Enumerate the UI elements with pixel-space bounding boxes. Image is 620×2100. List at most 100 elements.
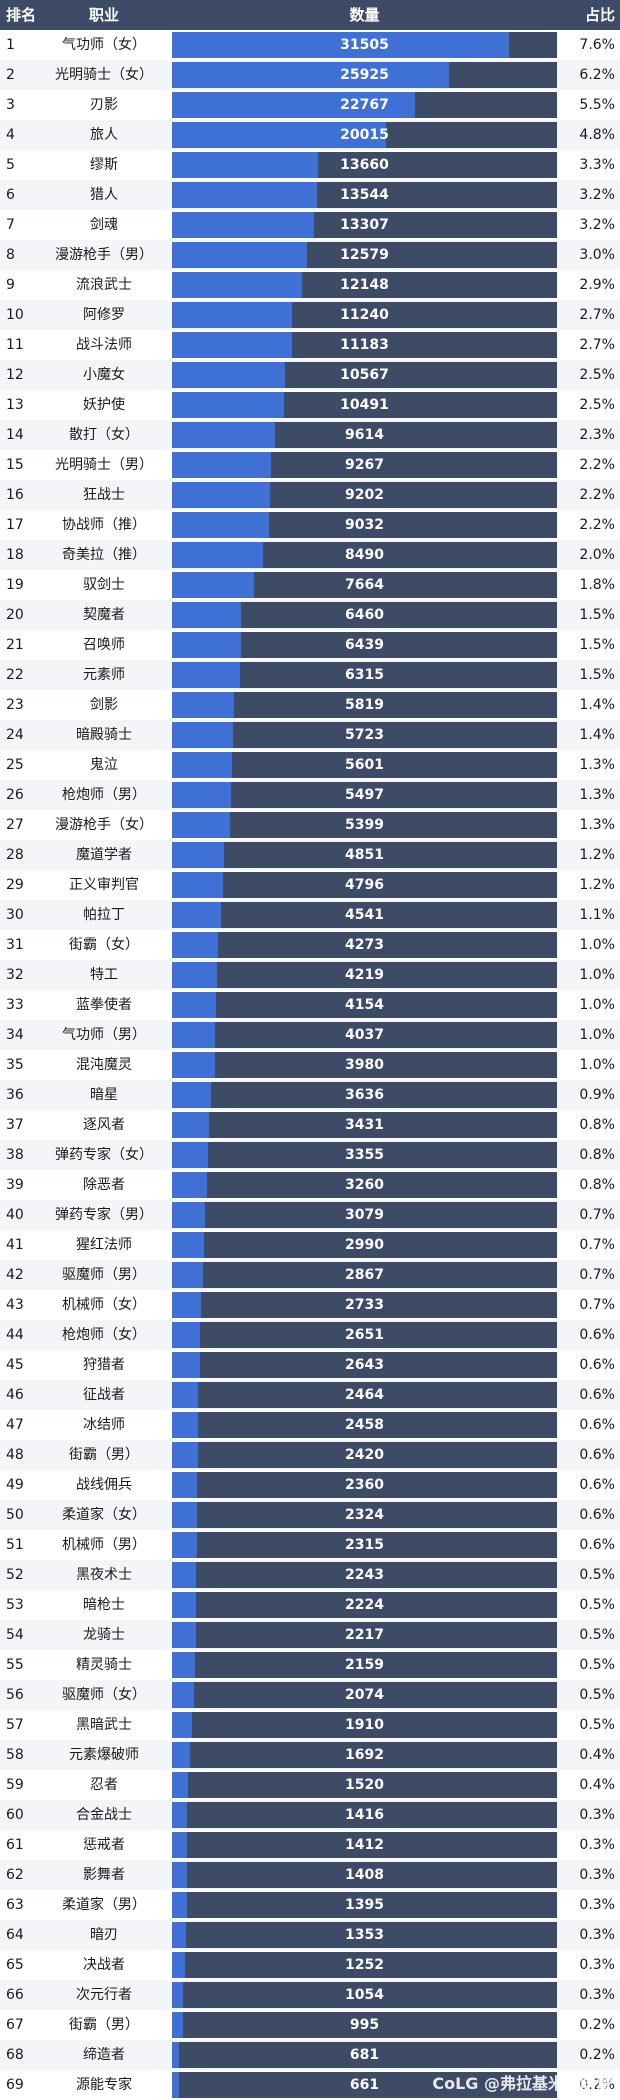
- bar-track: 4541: [172, 902, 557, 928]
- category-label: 剑魂: [90, 217, 118, 233]
- watermark: CoLG @弗拉基米尔同意: [432, 2074, 612, 2093]
- value-label: 22767: [340, 97, 389, 113]
- value-label: 2074: [345, 1687, 384, 1703]
- chart-row: 28 魔道学者 4851 1.2%: [0, 840, 620, 870]
- chart-row: 24 暗殿骑士 5723 1.4%: [0, 720, 620, 750]
- category-label: 缪斯: [90, 157, 118, 173]
- category-label: 妖护使: [83, 397, 125, 413]
- value-label: 3355: [345, 1147, 384, 1163]
- chart-row: 45 狩猎者 2643 0.6%: [0, 1350, 620, 1380]
- category-label: 暗星: [90, 1087, 118, 1103]
- chart-row: 36 暗星 3636 0.9%: [0, 1080, 620, 1110]
- chart-row: 58 元素爆破师 1692 0.4%: [0, 1740, 620, 1770]
- chart-row: 2 光明骑士（女） 25925 6.2%: [0, 60, 620, 90]
- bar: [172, 1202, 205, 1228]
- bar-track: 2074: [172, 1682, 557, 1708]
- chart-row: 17 协战师（推） 9032 2.2%: [0, 510, 620, 540]
- rank-label: 65: [6, 1957, 24, 1973]
- share-label: 5.5%: [579, 97, 615, 113]
- bar: [172, 1802, 187, 1828]
- bar-track: 3079: [172, 1202, 557, 1228]
- share-label: 2.5%: [579, 397, 615, 413]
- bar-track: 2159: [172, 1652, 557, 1678]
- rank-label: 15: [6, 457, 24, 473]
- share-label: 1.0%: [579, 997, 615, 1013]
- bar-track: 6315: [172, 662, 557, 688]
- value-label: 7664: [345, 577, 384, 593]
- bar: [172, 1082, 211, 1108]
- bar: [172, 1472, 197, 1498]
- category-label: 合金战士: [76, 1807, 132, 1823]
- rank-label: 54: [6, 1627, 24, 1643]
- share-label: 1.3%: [579, 787, 615, 803]
- rank-label: 42: [6, 1267, 24, 1283]
- bar-track: 1416: [172, 1802, 557, 1828]
- share-label: 2.2%: [579, 457, 615, 473]
- value-label: 1520: [345, 1777, 384, 1793]
- bar: [172, 1592, 196, 1618]
- bar-track: 4796: [172, 872, 557, 898]
- value-label: 5819: [345, 697, 384, 713]
- value-label: 2243: [345, 1567, 384, 1583]
- category-label: 枪炮师（男）: [62, 787, 146, 803]
- chart-row: 42 驱魔师（男） 2867 0.7%: [0, 1260, 620, 1290]
- share-label: 1.0%: [579, 1027, 615, 1043]
- rank-label: 60: [6, 1807, 24, 1823]
- rank-label: 28: [6, 847, 24, 863]
- rank-label: 35: [6, 1057, 24, 1073]
- share-label: 2.0%: [579, 547, 615, 563]
- bar-track: 9267: [172, 452, 557, 478]
- bar-track: 11183: [172, 332, 557, 358]
- bar: [172, 2012, 183, 2038]
- chart-row: 40 弹药专家（男） 3079 0.7%: [0, 1200, 620, 1230]
- bar: [172, 2042, 179, 2068]
- value-label: 2324: [345, 1507, 384, 1523]
- category-label: 剑影: [90, 697, 118, 713]
- share-label: 6.2%: [579, 67, 615, 83]
- bar: [172, 572, 254, 598]
- value-label: 4541: [345, 907, 384, 923]
- chart-row: 5 缪斯 13660 3.3%: [0, 150, 620, 180]
- bar: [172, 1832, 187, 1858]
- category-label: 龙骑士: [83, 1627, 125, 1643]
- chart-row: 33 蓝拳使者 4154 1.0%: [0, 990, 620, 1020]
- rank-label: 12: [6, 367, 24, 383]
- chart-row: 27 漫游枪手（女） 5399 1.3%: [0, 810, 620, 840]
- share-label: 0.6%: [579, 1537, 615, 1553]
- bar-track: 3980: [172, 1052, 557, 1078]
- rank-label: 31: [6, 937, 24, 953]
- bar-track: 2651: [172, 1322, 557, 1348]
- value-label: 661: [349, 2077, 380, 2093]
- rank-label: 19: [6, 577, 24, 593]
- category-label: 旅人: [90, 127, 118, 143]
- category-label: 逐风者: [83, 1117, 125, 1133]
- bar-track: 2867: [172, 1262, 557, 1288]
- category-label: 柔道家（男）: [62, 1897, 146, 1913]
- rank-label: 26: [6, 787, 24, 803]
- bar: [172, 542, 263, 568]
- value-label: 2733: [345, 1297, 384, 1313]
- table-header: 排名 职业 数量 占比: [0, 0, 620, 30]
- rank-label: 49: [6, 1477, 24, 1493]
- rank-label: 64: [6, 1927, 24, 1943]
- value-label: 9202: [345, 487, 384, 503]
- bar: [172, 1232, 204, 1258]
- chart-row: 1 气功师（女） 31505 7.6%: [0, 30, 620, 60]
- chart-row: 49 战线佣兵 2360 0.6%: [0, 1470, 620, 1500]
- share-label: 1.5%: [579, 637, 615, 653]
- value-label: 13544: [340, 187, 389, 203]
- bar: [172, 1952, 185, 1978]
- bar: [172, 242, 307, 268]
- bar-track: 1252: [172, 1952, 557, 1978]
- bar-track: 3636: [172, 1082, 557, 1108]
- category-label: 街霸（女）: [69, 937, 139, 953]
- rank-label: 23: [6, 697, 24, 713]
- rank-label: 52: [6, 1567, 24, 1583]
- bar-track: 1692: [172, 1742, 557, 1768]
- chart-row: 68 缔造者 681 0.2%: [0, 2040, 620, 2070]
- value-label: 1910: [345, 1717, 384, 1733]
- share-label: 0.2%: [579, 2017, 615, 2033]
- value-label: 12148: [340, 277, 389, 293]
- bar-track: 2217: [172, 1622, 557, 1648]
- share-label: 2.3%: [579, 427, 615, 443]
